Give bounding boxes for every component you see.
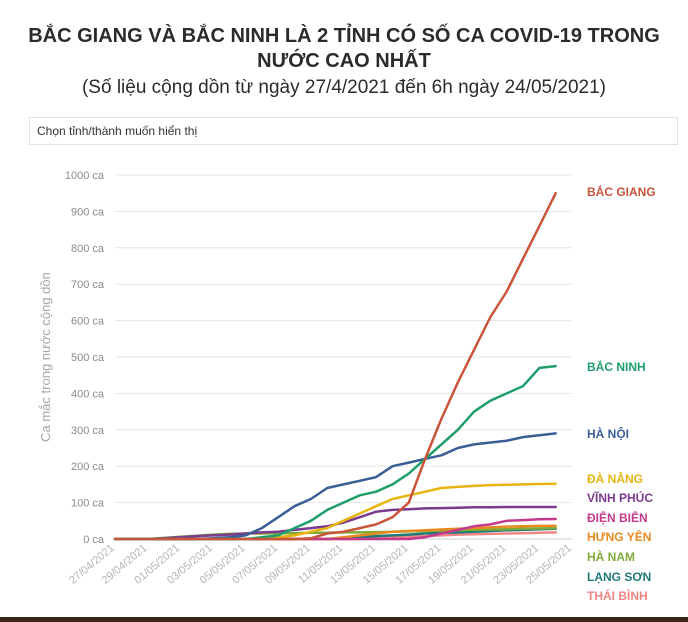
y-axis-ticks: 0 ca 100 ca 200 ca 300 ca 400 ca 500 ca 600 ca… (65, 170, 105, 546)
series-label: HÀ NAM (587, 549, 635, 564)
y-tick-label: 700 ca (71, 279, 105, 291)
series-label: HÀ NỘI (587, 426, 629, 441)
chart-subtitle: (Số liệu cộng dồn từ ngày 27/4/2021 đến … (81, 77, 606, 98)
y-tick-label: 300 ca (71, 425, 105, 437)
y-tick-label: 500 ca (71, 352, 105, 364)
y-tick-label: 0 ca (83, 534, 105, 546)
series-label: HƯNG YÊN (587, 529, 651, 544)
chart-title-line-1: BẮC GIANG VÀ BẮC NINH LÀ 2 TỈNH CÓ SỐ CA… (28, 25, 660, 47)
y-tick-label: 400 ca (71, 388, 105, 400)
y-axis-label: Ca mắc trong nước cộng dồn (38, 272, 53, 442)
y-tick-label: 100 ca (71, 498, 105, 510)
series-label: THÁI BÌNH (587, 588, 648, 603)
province-selector[interactable]: Chọn tỉnh/thành muốn hiển thị (29, 117, 678, 145)
y-tick-label: 800 ca (71, 243, 105, 255)
y-tick-label: 200 ca (71, 461, 105, 473)
y-tick-label: 900 ca (71, 206, 105, 218)
series-labels: BẮC GIANG BẮC NINH HÀ NỘI ĐÀ NẴNG VĨNH PHÚC Đ… (587, 184, 656, 603)
series-line[interactable] (113, 191, 557, 541)
series-lines (113, 191, 557, 541)
series-label: LẠNG SƠN (587, 570, 651, 584)
chart-title-line-2: NƯỚC CAO NHẤT (257, 50, 431, 72)
series-label: BẮC GIANG (587, 184, 656, 199)
series-label: ĐÀ NẴNG (587, 471, 643, 486)
province-selector-label: Chọn tỉnh/thành muốn hiển thị (37, 124, 198, 138)
series-label: VĨNH PHÚC (587, 490, 653, 505)
series-line[interactable] (113, 364, 557, 541)
x-axis-ticks: 27/04/202129/04/202101/05/202103/05/2021… (67, 542, 574, 587)
series-label: ĐIỆN BIÊN (587, 510, 648, 525)
series-label: BẮC NINH (587, 359, 646, 374)
y-tick-label: 1000 ca (65, 170, 105, 182)
chart-title: BẮC GIANG VÀ BẮC NINH LÀ 2 TỈNH CÓ SỐ CA… (0, 24, 688, 74)
bottom-strip (0, 617, 688, 622)
y-tick-label: 600 ca (71, 316, 105, 328)
